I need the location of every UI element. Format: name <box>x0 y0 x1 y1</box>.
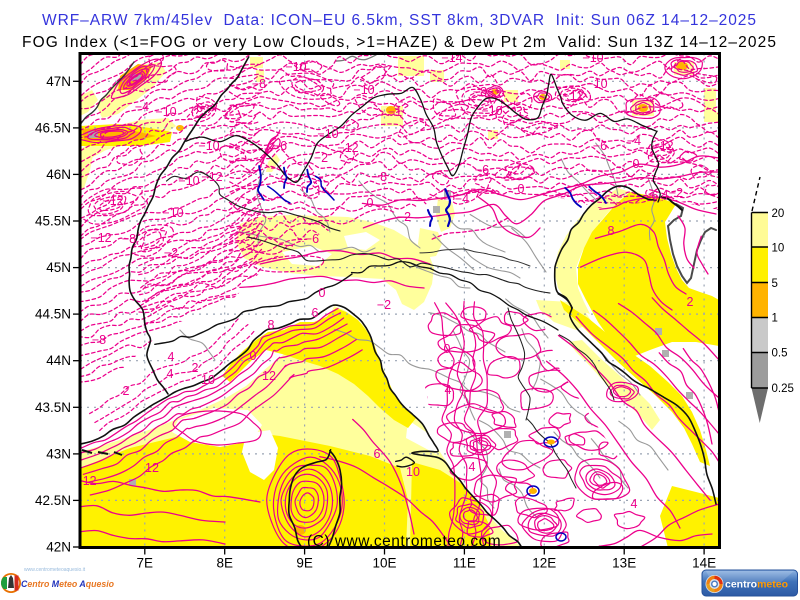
svg-text:0: 0 <box>250 349 257 363</box>
svg-text:4: 4 <box>662 188 669 202</box>
svg-text:10: 10 <box>406 465 420 479</box>
svg-text:20: 20 <box>772 208 785 220</box>
svg-text:−10: −10 <box>155 105 176 119</box>
svg-text:−8: −8 <box>473 85 487 99</box>
svg-text:−12: −12 <box>90 231 111 245</box>
svg-text:−2: −2 <box>377 298 391 312</box>
svg-text:10: 10 <box>772 243 785 255</box>
svg-text:−10: −10 <box>353 83 374 97</box>
svg-text:−2: −2 <box>397 210 411 224</box>
svg-text:WRF–ARW 7km/45lev Data: ICON–: WRF–ARW 7km/45lev Data: ICON–EU 6.5km, S… <box>42 12 756 29</box>
svg-text:46.5N: 46.5N <box>35 120 71 135</box>
svg-text:6: 6 <box>312 306 319 320</box>
svg-text:−12: −12 <box>652 139 673 153</box>
svg-text:−12: −12 <box>562 89 583 103</box>
svg-text:centrometeo: centrometeo <box>725 579 788 591</box>
svg-text:Centro Meteo Aquesio: Centro Meteo Aquesio <box>21 579 115 589</box>
svg-text:4: 4 <box>167 367 174 381</box>
svg-text:−8: −8 <box>252 77 266 91</box>
svg-text:45.5N: 45.5N <box>35 214 71 229</box>
svg-text:−10: −10 <box>162 206 183 220</box>
svg-text:1: 1 <box>772 313 778 325</box>
svg-text:4: 4 <box>631 497 638 511</box>
svg-text:9E: 9E <box>296 556 313 571</box>
svg-text:43.5N: 43.5N <box>35 400 71 415</box>
svg-text:FOG Index (<1=FOG or very Low: FOG Index (<1=FOG or very Low Clouds, >1… <box>22 34 776 51</box>
svg-text:−2: −2 <box>164 246 178 260</box>
svg-text:−1: −1 <box>388 105 402 119</box>
svg-text:2: 2 <box>192 361 199 375</box>
svg-text:−12: −12 <box>337 141 358 155</box>
svg-text:0: 0 <box>444 342 451 356</box>
svg-text:−10: −10 <box>285 60 306 74</box>
svg-text:42N: 42N <box>46 540 71 555</box>
svg-text:−8: −8 <box>92 333 106 347</box>
svg-text:−10: −10 <box>178 174 199 188</box>
svg-text:0: 0 <box>633 157 640 171</box>
svg-text:−6: −6 <box>593 139 607 153</box>
svg-text:0: 0 <box>319 286 326 300</box>
svg-text:2: 2 <box>687 295 694 309</box>
svg-text:11E: 11E <box>453 556 476 571</box>
svg-text:−10: −10 <box>198 139 219 153</box>
svg-text:0: 0 <box>367 196 374 210</box>
svg-text:−6: −6 <box>475 163 489 177</box>
svg-text:13E: 13E <box>612 556 636 571</box>
svg-text:−6: −6 <box>189 101 203 115</box>
svg-text:44N: 44N <box>46 353 71 368</box>
svg-text:5: 5 <box>772 278 778 290</box>
svg-text:2: 2 <box>123 384 130 398</box>
svg-text:47N: 47N <box>46 74 71 89</box>
svg-text:4: 4 <box>168 350 175 364</box>
svg-text:6: 6 <box>374 447 381 461</box>
svg-text:−4: −4 <box>135 100 149 114</box>
svg-text:4: 4 <box>469 460 476 474</box>
svg-text:10E: 10E <box>372 556 396 571</box>
svg-text:−4: −4 <box>455 192 469 206</box>
svg-text:−2: −2 <box>314 151 328 165</box>
svg-text:(C) www.centrometeo.com: (C) www.centrometeo.com <box>307 533 501 550</box>
svg-text:−12: −12 <box>102 194 123 208</box>
svg-text:−10: −10 <box>317 127 338 141</box>
svg-text:7E: 7E <box>137 556 154 571</box>
svg-text:www.centrometeoaquesio.it: www.centrometeoaquesio.it <box>24 567 86 573</box>
svg-text:0: 0 <box>518 182 525 196</box>
svg-text:8: 8 <box>608 224 615 238</box>
svg-text:12: 12 <box>262 369 276 383</box>
svg-text:−10: −10 <box>586 77 607 91</box>
svg-text:−8: −8 <box>373 170 387 184</box>
svg-text:0.25: 0.25 <box>772 383 794 395</box>
svg-text:12: 12 <box>145 461 159 475</box>
svg-text:44.5N: 44.5N <box>35 307 71 322</box>
svg-text:0.5: 0.5 <box>772 348 788 360</box>
svg-text:45N: 45N <box>46 260 71 275</box>
svg-text:−8: −8 <box>122 232 136 246</box>
svg-text:−6: −6 <box>273 139 287 153</box>
svg-text:46N: 46N <box>46 167 71 182</box>
svg-text:12E: 12E <box>532 556 556 571</box>
svg-text:−12: −12 <box>201 170 222 184</box>
svg-text:−2: −2 <box>669 186 683 200</box>
svg-text:42.5N: 42.5N <box>35 493 71 508</box>
svg-text:−14: −14 <box>441 51 462 65</box>
svg-text:−10: −10 <box>582 51 603 65</box>
svg-text:10: 10 <box>201 373 215 387</box>
svg-text:8: 8 <box>268 318 275 332</box>
svg-text:−12: −12 <box>75 474 96 488</box>
svg-text:−4: −4 <box>627 134 641 148</box>
svg-text:4: 4 <box>445 383 452 397</box>
svg-text:8E: 8E <box>216 556 233 571</box>
svg-text:−10: −10 <box>481 104 502 118</box>
svg-text:14E: 14E <box>692 556 716 571</box>
svg-text:−6: −6 <box>305 232 319 246</box>
svg-text:43N: 43N <box>46 446 71 461</box>
svg-text:6: 6 <box>652 189 659 203</box>
